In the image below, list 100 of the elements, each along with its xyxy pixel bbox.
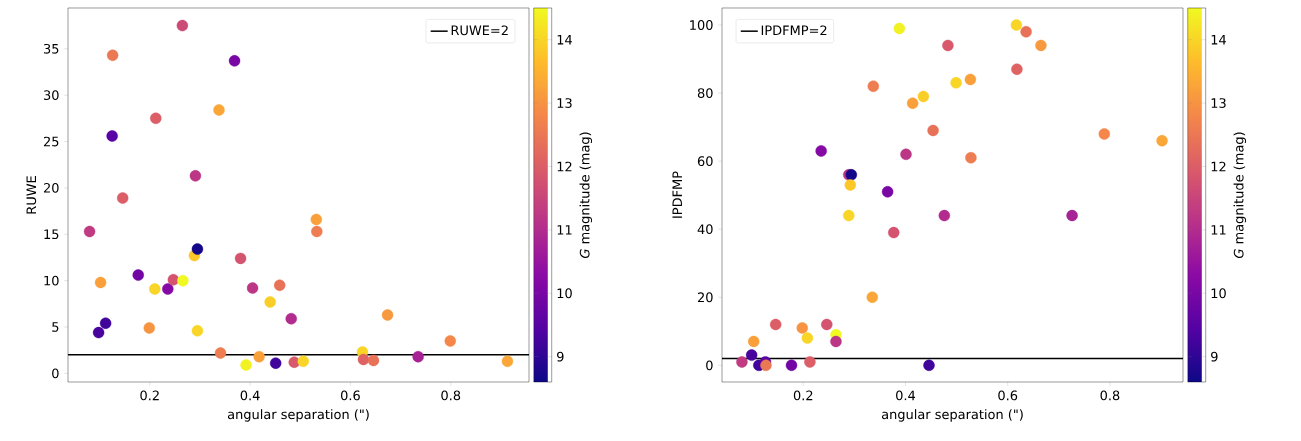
point — [964, 73, 977, 86]
y-tick-label: 80 — [697, 88, 713, 98]
point — [888, 226, 900, 239]
point — [1010, 19, 1023, 31]
point — [821, 318, 833, 331]
y-tick-label: 25 — [43, 136, 59, 147]
point — [1066, 209, 1078, 222]
point — [167, 274, 180, 286]
point — [234, 252, 247, 265]
point — [906, 97, 919, 109]
color-bar-label: 14 — [1211, 34, 1226, 45]
point — [92, 326, 105, 339]
point — [965, 152, 977, 164]
point — [176, 19, 189, 32]
point — [881, 186, 894, 198]
point — [311, 225, 323, 238]
point — [815, 145, 827, 157]
color-bar-label: 10 — [557, 288, 572, 299]
point — [162, 283, 174, 295]
point — [357, 353, 370, 366]
point — [900, 148, 912, 161]
point — [444, 335, 456, 347]
point — [94, 276, 107, 289]
point — [1011, 63, 1023, 75]
y-tick-label: 0 — [52, 368, 59, 379]
legend-label: IPDFMP=2 — [761, 25, 827, 36]
point — [866, 291, 878, 303]
point — [412, 350, 424, 363]
color-bar-label: 9 — [557, 351, 564, 362]
y-axis-title: RUWE — [26, 176, 37, 214]
y-tick-label: 15 — [44, 229, 59, 240]
y-tick-label: 5 — [52, 322, 59, 332]
legend-label: RUWE=2 — [451, 25, 508, 36]
point — [917, 90, 930, 103]
point — [1020, 26, 1032, 38]
x-axis-title: angular separation (") — [227, 409, 369, 422]
color-bar-label: 10 — [1211, 288, 1226, 299]
x-tick-label: 0.6 — [340, 390, 360, 401]
point — [213, 104, 225, 116]
point — [177, 274, 189, 287]
point — [1098, 128, 1110, 140]
point — [923, 359, 935, 372]
x-tick-label: 0.8 — [1100, 390, 1120, 401]
x-tick-label: 0.2 — [793, 390, 813, 401]
point — [228, 55, 241, 67]
point — [191, 243, 204, 255]
point — [748, 335, 760, 348]
x-tick-label: 0.2 — [140, 390, 159, 401]
point — [769, 318, 782, 331]
point — [801, 332, 814, 344]
point — [804, 356, 816, 368]
x-tick-label: 0.8 — [441, 390, 461, 401]
point — [310, 213, 323, 226]
color-bar-title: G magnitude (mag) — [579, 132, 593, 259]
point — [927, 124, 939, 137]
point — [867, 80, 879, 92]
color-bar-label: 13 — [557, 98, 572, 108]
point — [1035, 39, 1047, 52]
point — [269, 357, 282, 369]
point — [189, 170, 202, 182]
point — [246, 282, 259, 294]
point — [150, 112, 162, 125]
color-bar-label: 12 — [557, 161, 572, 172]
point — [501, 355, 514, 368]
y-tick-label: 0 — [706, 360, 713, 371]
color-bar-label: 11 — [1211, 225, 1226, 235]
point — [760, 359, 772, 372]
point — [1156, 135, 1168, 147]
point — [297, 355, 309, 368]
point — [273, 279, 286, 291]
point — [745, 349, 758, 361]
point — [285, 312, 297, 325]
point — [191, 325, 204, 337]
y-tick-label: 20 — [697, 292, 713, 303]
point — [736, 356, 748, 368]
y-tick-label: 60 — [697, 156, 713, 167]
point — [942, 39, 954, 52]
point — [253, 350, 265, 363]
point — [106, 130, 118, 142]
point — [843, 209, 855, 222]
point — [381, 309, 394, 321]
point — [132, 269, 144, 281]
color-bar-label: 14 — [557, 34, 572, 45]
point — [264, 296, 276, 308]
x-tick-label: 0.4 — [240, 390, 260, 401]
y-tick-label: 10 — [44, 275, 59, 286]
color-bar-title: G magnitude (mag) — [1233, 132, 1247, 259]
point — [83, 225, 96, 238]
point — [143, 322, 155, 334]
point — [893, 22, 906, 35]
point — [214, 347, 227, 359]
x-tick-label: 0.6 — [998, 390, 1018, 401]
point — [106, 49, 119, 61]
point — [149, 283, 161, 295]
color-bar-label: 13 — [1211, 98, 1226, 108]
x-axis-title: angular separation (") — [881, 409, 1023, 422]
y-tick-label: 20 — [43, 183, 59, 193]
x-tick-label: 0.4 — [896, 390, 916, 401]
point — [830, 335, 842, 348]
point — [844, 179, 856, 191]
